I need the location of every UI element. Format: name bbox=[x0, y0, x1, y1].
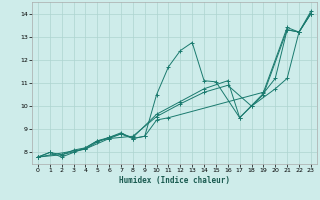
X-axis label: Humidex (Indice chaleur): Humidex (Indice chaleur) bbox=[119, 176, 230, 185]
